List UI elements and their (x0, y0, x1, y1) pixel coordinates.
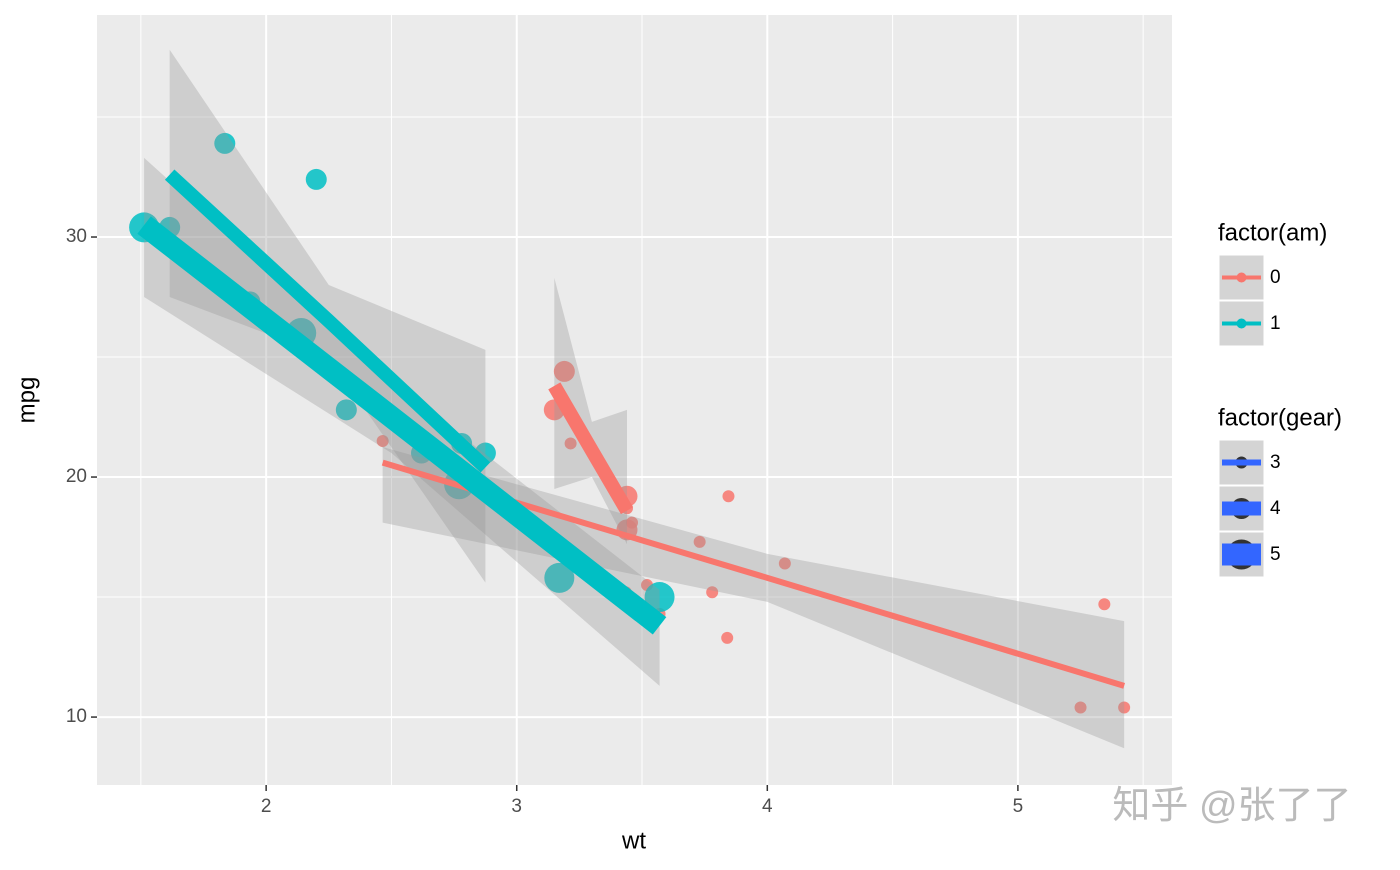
point (644, 582, 675, 613)
x-tick-label: 3 (511, 796, 522, 817)
point (544, 562, 575, 593)
fit-line (137, 216, 667, 635)
x-tick-label: 5 (1013, 796, 1024, 817)
point (706, 586, 719, 599)
panel (97, 15, 1172, 785)
point (553, 360, 575, 382)
y-tick-label: 20 (66, 466, 87, 487)
point (564, 437, 577, 450)
legend-label: 4 (1270, 498, 1281, 519)
y-axis-label: mpg (13, 377, 40, 424)
fit-line (548, 382, 634, 515)
point (722, 490, 735, 503)
x-tick-label: 4 (762, 796, 773, 817)
legend-label: 3 (1270, 452, 1281, 473)
point (1098, 598, 1111, 611)
x-axis-label: wt (621, 827, 646, 854)
legend-label: 1 (1270, 313, 1281, 334)
watermark: 知乎 @张了了 (1112, 785, 1351, 827)
x-tick-label: 2 (261, 796, 272, 817)
point (778, 557, 791, 570)
legend-label: 0 (1270, 267, 1281, 288)
legend-title: factor(am) (1218, 219, 1327, 246)
fit-line (164, 169, 491, 473)
legend-title: factor(gear) (1218, 404, 1342, 431)
y-tick-label: 30 (66, 226, 87, 247)
confidence-band (382, 447, 1125, 749)
plot-area (129, 49, 1131, 749)
y-tick-label: 10 (66, 706, 87, 727)
point (1074, 701, 1087, 714)
legend-point (1236, 272, 1247, 283)
legend-point (1236, 318, 1247, 329)
point (693, 535, 706, 548)
point (214, 132, 236, 154)
point (376, 435, 389, 448)
point (1118, 701, 1131, 714)
point (721, 631, 734, 644)
point (305, 168, 327, 190)
point (335, 399, 357, 421)
legend-label: 5 (1270, 544, 1281, 565)
